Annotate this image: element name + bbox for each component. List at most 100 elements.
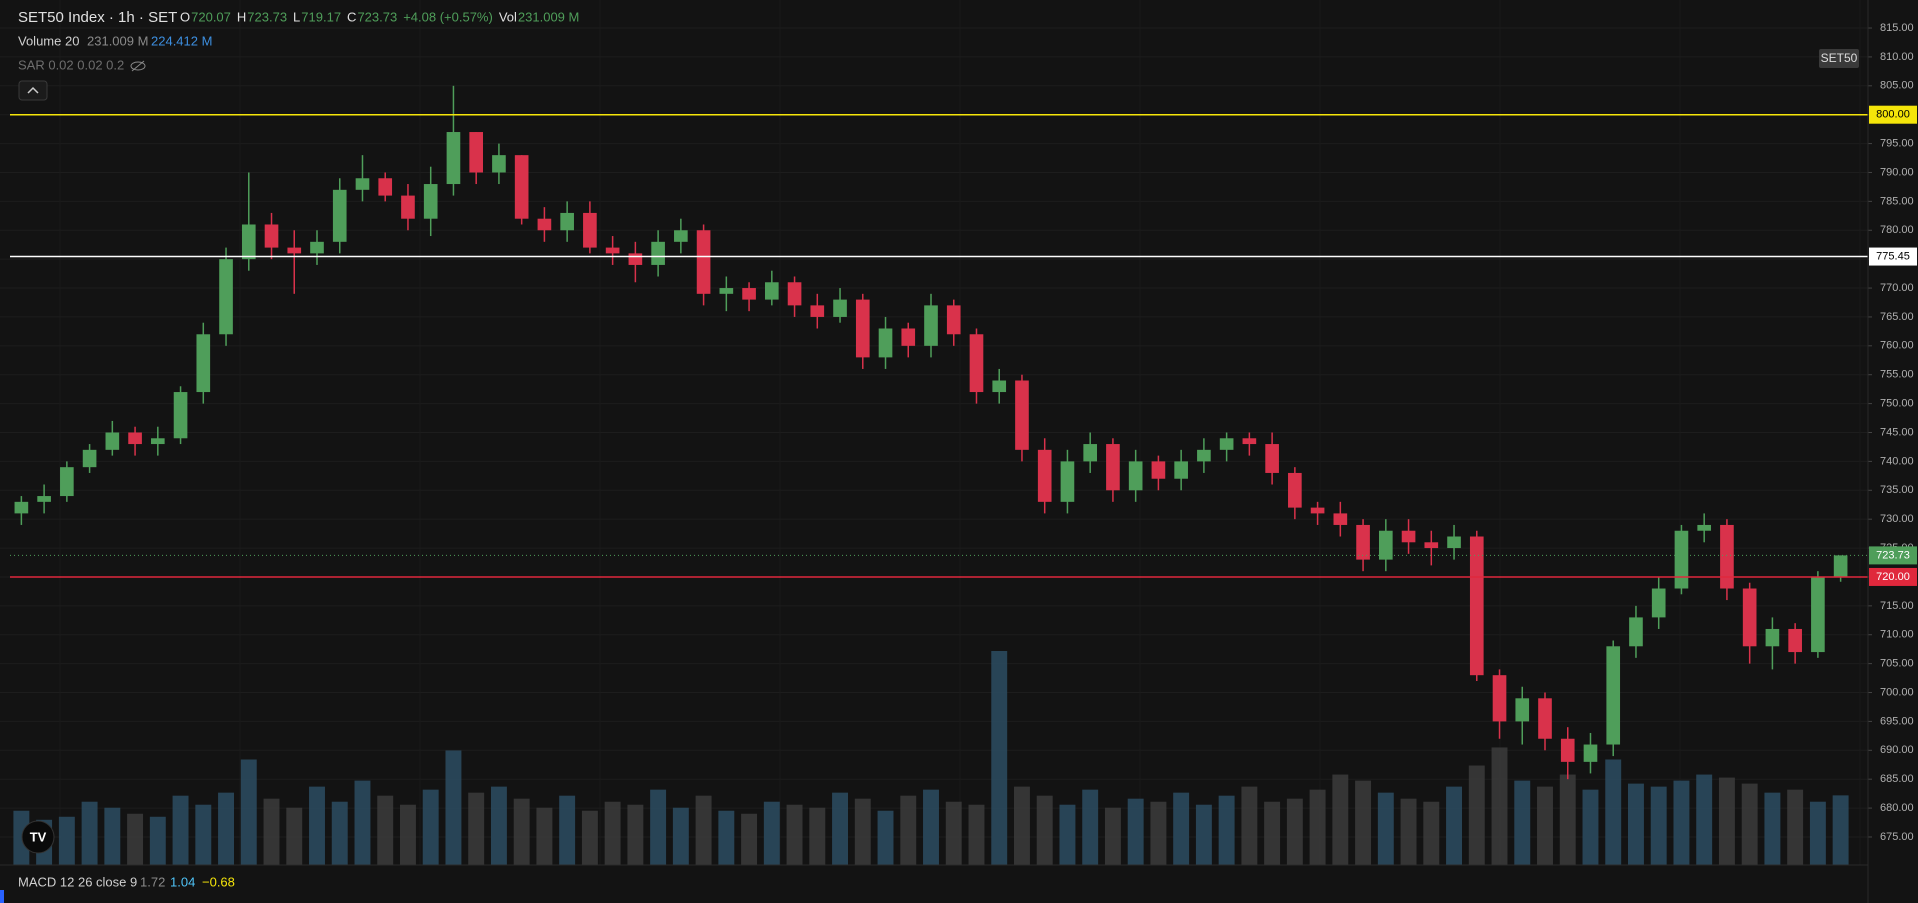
symbol-badge-text: SET50 (1821, 51, 1858, 65)
volume-bar (1605, 759, 1622, 865)
volume-bar (741, 813, 758, 865)
candle-body (105, 432, 120, 450)
hide-icon[interactable] (130, 60, 146, 72)
candle-body (878, 328, 893, 358)
candle-body (378, 178, 393, 196)
legend-o-val: 720.07 (191, 9, 231, 24)
candle-body (1742, 588, 1757, 647)
price-tag-label: 720.00 (1876, 571, 1910, 583)
candle-body (583, 212, 597, 248)
volume-bar (650, 789, 667, 865)
volume-bar (195, 804, 212, 865)
volume-bar (309, 786, 325, 865)
volume-bar (490, 786, 507, 865)
candle-body (37, 496, 51, 502)
candle-body (1378, 530, 1393, 560)
volume-bar (127, 813, 144, 865)
volume-bar (559, 795, 576, 865)
y-tick-label: 805.00 (1880, 80, 1914, 92)
macd-value: 1.72 (140, 874, 165, 889)
volume-bar (286, 807, 303, 865)
collapse-button[interactable] (18, 80, 48, 101)
legend-vol-key: Vol (499, 9, 517, 24)
volume-ma: 224.412 M (151, 33, 212, 48)
y-tick-label: 680.00 (1880, 802, 1914, 814)
volume-bar (149, 816, 166, 865)
volume-bar (1082, 789, 1099, 865)
y-tick-label: 760.00 (1880, 340, 1914, 352)
candle-body (1015, 380, 1029, 450)
volume-bar (877, 810, 894, 865)
y-tick-label: 790.00 (1880, 166, 1914, 178)
volume-bar (1582, 789, 1599, 865)
candle-body (605, 247, 620, 254)
y-tick-label: 735.00 (1880, 484, 1914, 496)
volume-bar (1809, 801, 1826, 865)
volume-bar (1218, 795, 1235, 865)
volume-bar (1514, 780, 1531, 865)
candle-body (514, 155, 529, 219)
volume-bar (400, 804, 416, 865)
price-tag-label: 800.00 (1876, 109, 1910, 121)
candle-body (1833, 555, 1848, 577)
pane-marker (0, 890, 4, 903)
volume-bar (1173, 792, 1190, 865)
candle-body (310, 241, 324, 254)
candle-body (992, 380, 1007, 393)
candle-body (1697, 524, 1712, 531)
y-tick-label: 675.00 (1880, 831, 1914, 843)
volume-value: 231.009 M (87, 33, 148, 48)
y-tick-label: 755.00 (1880, 369, 1914, 381)
candle-body (1106, 444, 1120, 491)
volume-bar (422, 789, 439, 865)
volume-bar (1628, 783, 1644, 865)
candle-body (946, 305, 961, 335)
candle-body (628, 253, 643, 265)
candle-body (1174, 461, 1188, 479)
logo[interactable] (21, 820, 55, 854)
volume-bar (1559, 774, 1576, 865)
price-tag (1869, 546, 1917, 565)
candle-body (1242, 438, 1257, 445)
volume-bar (718, 810, 735, 865)
y-tick-label: 815.00 (1880, 22, 1914, 34)
y-tick-label: 745.00 (1880, 426, 1914, 438)
volume-bar (1718, 777, 1735, 865)
y-tick-label: 695.00 (1880, 715, 1914, 727)
candle-body (719, 288, 734, 294)
y-tick-label: 730.00 (1880, 513, 1914, 525)
legend-o-key: O (180, 9, 190, 24)
volume-bar (1491, 747, 1508, 865)
volume-bar (923, 789, 939, 865)
y-tick-label: 710.00 (1880, 629, 1914, 641)
volume-bar (58, 816, 75, 865)
candle-body (332, 189, 347, 242)
volume-bar (1423, 801, 1440, 865)
volume-bar (172, 795, 189, 865)
macd-name: MACD 12 26 close 9 (18, 874, 137, 889)
candle-body (1060, 461, 1075, 502)
volume-bar (763, 801, 780, 865)
candle-body (446, 132, 461, 185)
candle-body (196, 334, 211, 393)
candle-body (1560, 738, 1575, 762)
price-tag (1869, 567, 1917, 586)
volume-bar (627, 804, 644, 865)
candle-body (696, 230, 711, 294)
y-tick-label: 785.00 (1880, 195, 1914, 207)
price-tag (1869, 247, 1917, 266)
volume-bar (786, 804, 803, 865)
price-tag-label: 723.73 (1876, 549, 1910, 561)
collapse-icon (27, 86, 39, 94)
volume-bar (1286, 798, 1303, 865)
volume-bar (536, 807, 553, 865)
volume-bar (263, 798, 280, 865)
y-tick-label: 690.00 (1880, 744, 1914, 756)
candle-body (674, 230, 688, 242)
macd-signal: 1.04 (170, 874, 195, 889)
volume-bar (604, 801, 621, 865)
volume-bar (1241, 786, 1258, 865)
candle-body (1083, 444, 1098, 462)
